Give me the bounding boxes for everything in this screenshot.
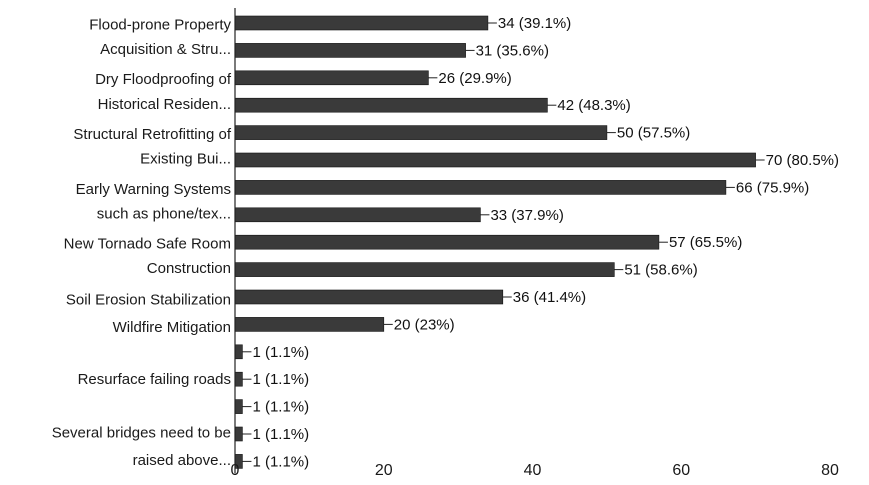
data-label: 33 (37.9%)	[490, 207, 563, 224]
bar	[234, 180, 727, 195]
category-label: Flood-prone Property	[89, 16, 231, 33]
bar	[234, 207, 481, 223]
bar	[234, 426, 243, 442]
data-label: 1 (1.1%)	[252, 426, 309, 443]
category-label: raised above...	[133, 452, 231, 469]
x-axis-ticks-group: 020406080	[231, 462, 839, 479]
x-tick-label: 60	[672, 462, 690, 479]
data-label: 20 (23%)	[394, 316, 455, 333]
bar	[234, 97, 548, 113]
category-label: Structural Retrofitting of	[73, 126, 231, 143]
data-label: 31 (35.6%)	[476, 42, 549, 59]
data-labels-group: 34 (39.1%) 31 (35.6%) 26 (29.9%) 42 (48.3%)…	[242, 15, 839, 470]
category-label: Acquisition & Stru...	[100, 41, 231, 58]
data-label: 34 (39.1%)	[498, 15, 571, 32]
bar	[234, 125, 608, 140]
data-label: 51 (58.6%)	[624, 262, 697, 279]
data-label: 50 (57.5%)	[617, 125, 690, 142]
category-label: Construction	[147, 260, 231, 277]
bar	[234, 344, 243, 360]
data-label: 36 (41.4%)	[513, 289, 586, 306]
bar	[234, 234, 660, 250]
x-tick-label: 20	[375, 462, 393, 479]
data-label: 1 (1.1%)	[252, 371, 309, 388]
bar	[234, 262, 615, 277]
category-label: Historical Residen...	[98, 96, 231, 113]
data-label: 42 (48.3%)	[557, 97, 630, 114]
category-label: Existing Bui...	[140, 151, 231, 168]
data-label: 1 (1.1%)	[252, 344, 309, 361]
data-label: 1 (1.1%)	[252, 399, 309, 416]
bar	[234, 289, 504, 305]
bar	[234, 43, 466, 58]
data-label: 26 (29.9%)	[438, 70, 511, 87]
category-label: Dry Floodproofing of	[95, 71, 232, 88]
x-tick-label: 80	[821, 462, 839, 479]
bar	[234, 371, 243, 387]
category-label: Resurface failing roads	[78, 371, 231, 388]
category-label: Early Warning Systems	[76, 181, 231, 198]
data-label: 70 (80.5%)	[766, 152, 839, 169]
data-label: 66 (75.9%)	[736, 179, 809, 196]
category-labels-group: Flood-prone Property Acquisition & Stru..…	[52, 16, 232, 469]
bar	[234, 399, 243, 414]
category-label: such as phone/tex...	[97, 205, 231, 222]
category-label: Soil Erosion Stabilization	[66, 292, 231, 309]
bar	[234, 15, 489, 31]
data-label: 57 (65.5%)	[669, 234, 742, 251]
x-tick-label: 40	[524, 462, 542, 479]
category-label: Several bridges need to be	[52, 425, 231, 442]
bar	[234, 317, 385, 332]
category-label: New Tornado Safe Room	[64, 236, 231, 253]
bar	[234, 152, 756, 168]
bar	[234, 70, 429, 86]
data-label: 1 (1.1%)	[252, 453, 309, 470]
category-label: Wildfire Mitigation	[113, 319, 231, 336]
